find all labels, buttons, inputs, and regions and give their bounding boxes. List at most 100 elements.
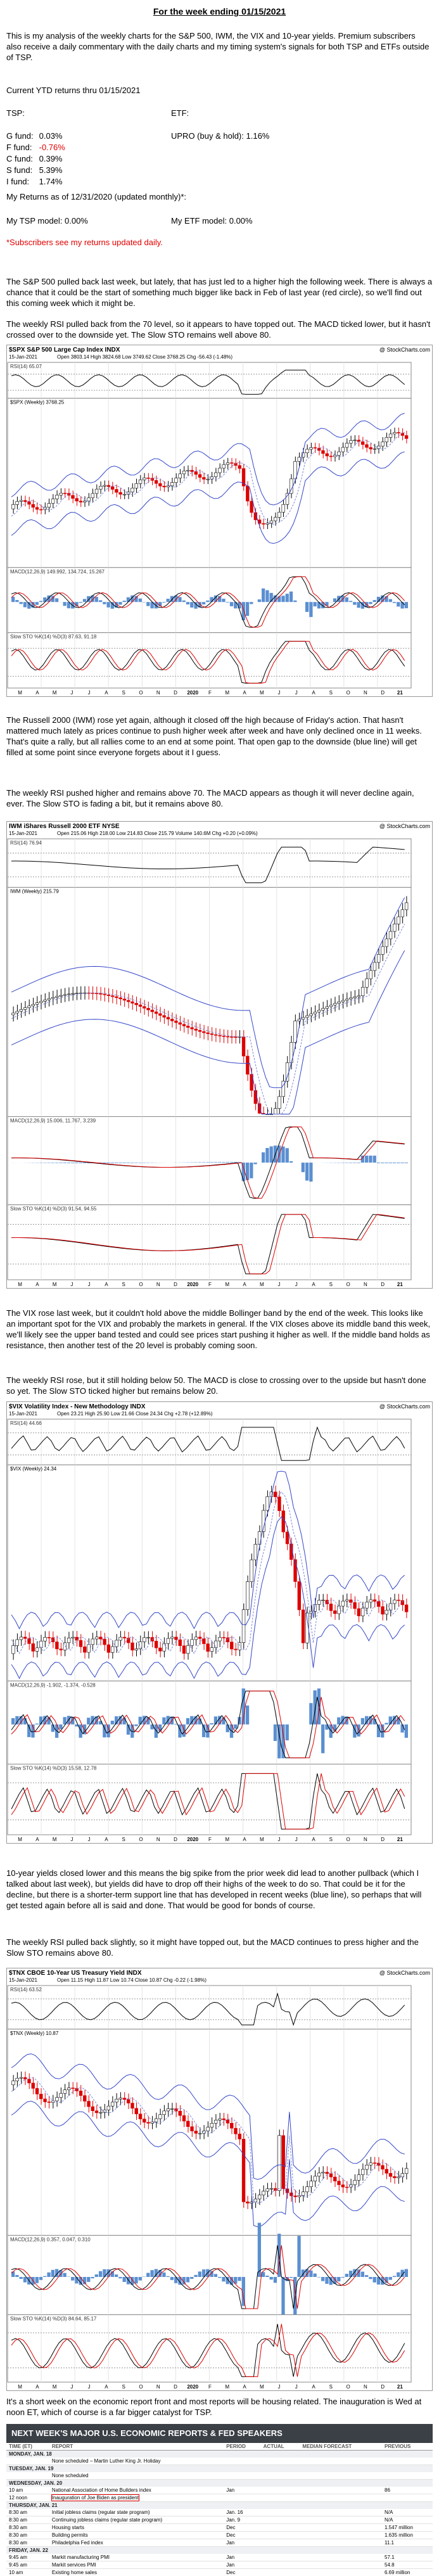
histogram-bar (178, 597, 182, 603)
histogram-bar (39, 601, 43, 603)
x-axis-label: 2020 (187, 690, 198, 696)
bollinger-mid (11, 924, 405, 1114)
cell-actual (260, 2487, 300, 2494)
candle-body (31, 1643, 35, 1652)
candle-body (246, 2202, 250, 2203)
cell-time: 8:30 am (6, 2531, 49, 2539)
histogram-bar (201, 1162, 206, 1163)
histogram-bar (115, 2274, 118, 2277)
panel-label: Slow STO %K(14) %D(3) 87.63, 91.18 (10, 634, 97, 640)
candle-body (281, 2135, 285, 2190)
candle-body (122, 998, 127, 1001)
candle-body (170, 1019, 174, 1021)
fund-label: S fund: (6, 165, 33, 175)
indicator-line (11, 641, 405, 684)
fund-row: C fund: 0.39% (6, 153, 65, 165)
histogram-bar (166, 2276, 170, 2277)
candle-body (106, 2105, 111, 2110)
candle-body (174, 478, 178, 483)
candle-body (23, 1636, 27, 1639)
candle-body (150, 1637, 155, 1642)
chart-date: 15-Jan-2021 (9, 354, 37, 360)
cell-report: Markit manufacturing PMI (49, 2554, 224, 2561)
fund-value: 1.16% (246, 131, 270, 141)
candle-body (309, 2181, 313, 2187)
histogram-bar (94, 597, 98, 603)
candle-body (317, 1010, 321, 1012)
candle-body (372, 962, 377, 971)
histogram-bar (158, 602, 162, 606)
histogram-bar (43, 597, 47, 603)
candle-body (110, 486, 115, 490)
candle-body (325, 453, 329, 457)
candle-body (222, 2118, 226, 2120)
x-axis-label: D (381, 690, 385, 696)
histogram-bar (198, 2271, 201, 2277)
bollinger-lower (11, 1516, 405, 1680)
histogram-bar (397, 602, 400, 607)
histogram-bar (94, 1716, 98, 1725)
candle-body (39, 509, 43, 511)
x-axis-label: M (53, 1837, 57, 1842)
x-axis-label: J (88, 690, 91, 696)
histogram-bar (71, 2276, 75, 2281)
fund-label: C fund: (6, 154, 33, 163)
candle-body (122, 494, 127, 495)
histogram-bar (309, 602, 313, 617)
histogram-bar (75, 1724, 79, 1727)
histogram-bar (87, 2276, 91, 2282)
candle-body (127, 2099, 130, 2103)
histogram-bar (59, 1724, 63, 1730)
chart-date: 15-Jan-2021 (9, 1411, 37, 1417)
candle-body (35, 1647, 39, 1652)
candle-body (372, 1599, 377, 1602)
x-axis-label: O (139, 1282, 143, 1287)
day-row: WEDNESDAY, JAN. 20 (6, 2479, 433, 2487)
fund-row: F fund: -0.76% (6, 142, 65, 153)
histogram-bar (250, 1163, 253, 1178)
candle-body (404, 2168, 409, 2174)
candle-body (369, 1599, 372, 1603)
chart-source: @ StockCharts.com (379, 1970, 430, 1976)
candle-body (99, 993, 103, 995)
chart-image: IWM iShares Russell 2000 ETF NYSE @ Stock… (6, 821, 433, 1289)
candle-body (19, 1636, 23, 1640)
candle-body (71, 495, 75, 499)
candle-body (404, 435, 409, 439)
signal-line (11, 1214, 405, 1275)
x-axis-label: J (295, 1282, 298, 1287)
x-axis-label: D (381, 2384, 385, 2390)
cell-previous: 1.635 million (382, 2531, 433, 2539)
histogram-bar (301, 2269, 305, 2277)
histogram-bar (118, 2276, 122, 2279)
candle-body (31, 504, 35, 508)
histogram-bar (372, 1719, 376, 1725)
histogram-bar (253, 1163, 257, 1164)
histogram-bar (71, 1716, 75, 1725)
x-axis-label: O (346, 2384, 350, 2390)
candle-body (365, 978, 369, 988)
fund-value: -0.76% (39, 143, 65, 152)
chart-symbol: $VIX Volatility Index - New Methodology … (9, 1403, 146, 1410)
candle-body (317, 448, 321, 451)
event-row: 8:30 am Continuing jobless claims (regula… (6, 2516, 433, 2524)
day-label: FRIDAY, JAN. 22 (6, 2546, 433, 2554)
chart-frame (6, 1401, 433, 1844)
candle-body (313, 1011, 317, 1014)
candle-body (127, 1638, 130, 1643)
candle-body (381, 946, 385, 955)
histogram-bar (146, 2273, 150, 2277)
fund-row: UPRO (buy & hold): 1.16% (171, 131, 269, 142)
histogram-bar (269, 2276, 273, 2280)
indicator-line (11, 1773, 405, 1830)
x-axis-label: J (70, 1837, 73, 1842)
histogram-bar (369, 2276, 372, 2280)
candle-body (360, 441, 365, 445)
histogram-bar (404, 602, 408, 609)
candle-body (202, 477, 206, 480)
candle-body (341, 2184, 345, 2188)
histogram-bar (11, 596, 15, 603)
candle-body (277, 2135, 281, 2191)
histogram-bar (333, 2276, 337, 2285)
histogram-bar (11, 1718, 15, 1725)
